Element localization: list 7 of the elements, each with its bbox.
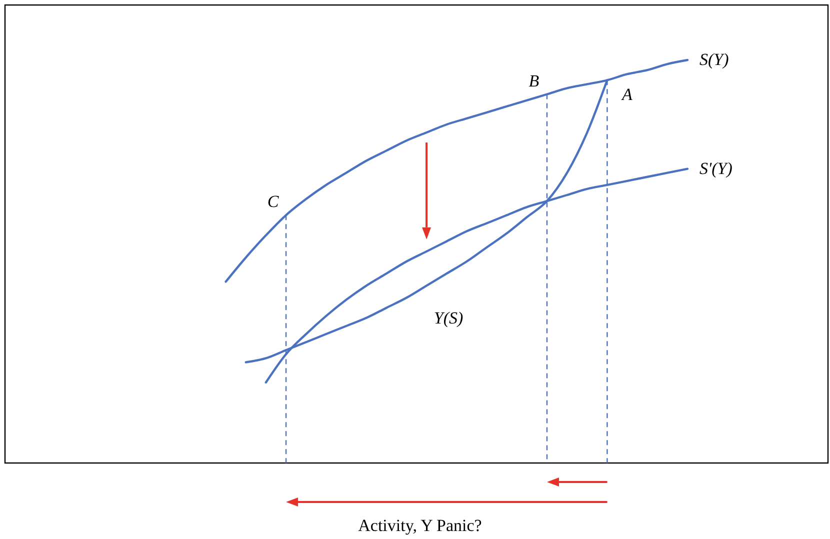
series-label: S'(Y) xyxy=(699,158,733,178)
x-axis-title: Activity, Y Panic? xyxy=(358,516,482,535)
annotation: C xyxy=(267,192,280,212)
annotation: B xyxy=(528,71,540,90)
series-label: S(Y) xyxy=(699,50,730,69)
annotation: A xyxy=(621,85,633,104)
series-label: Y(S) xyxy=(434,308,464,328)
